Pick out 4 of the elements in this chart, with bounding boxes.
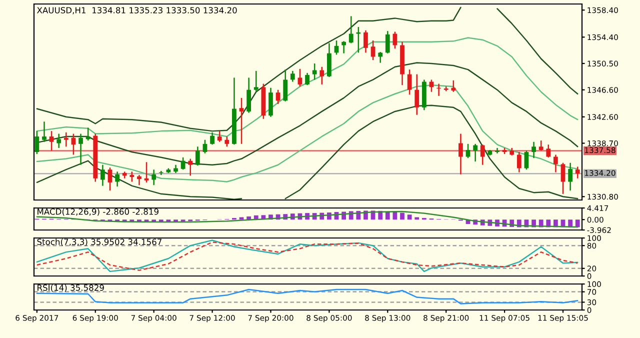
chart-title: XAUUSD,H1 1334.81 1335.23 1333.50 1334.20: [36, 7, 237, 14]
chart-title: Stoch(7,3,3) 35.9502 34.1567: [37, 238, 162, 246]
chart-title: RSI(14) 35.5829: [38, 284, 104, 292]
chart-title: MACD(12,26,9) -2.860 -2.819: [38, 208, 158, 216]
